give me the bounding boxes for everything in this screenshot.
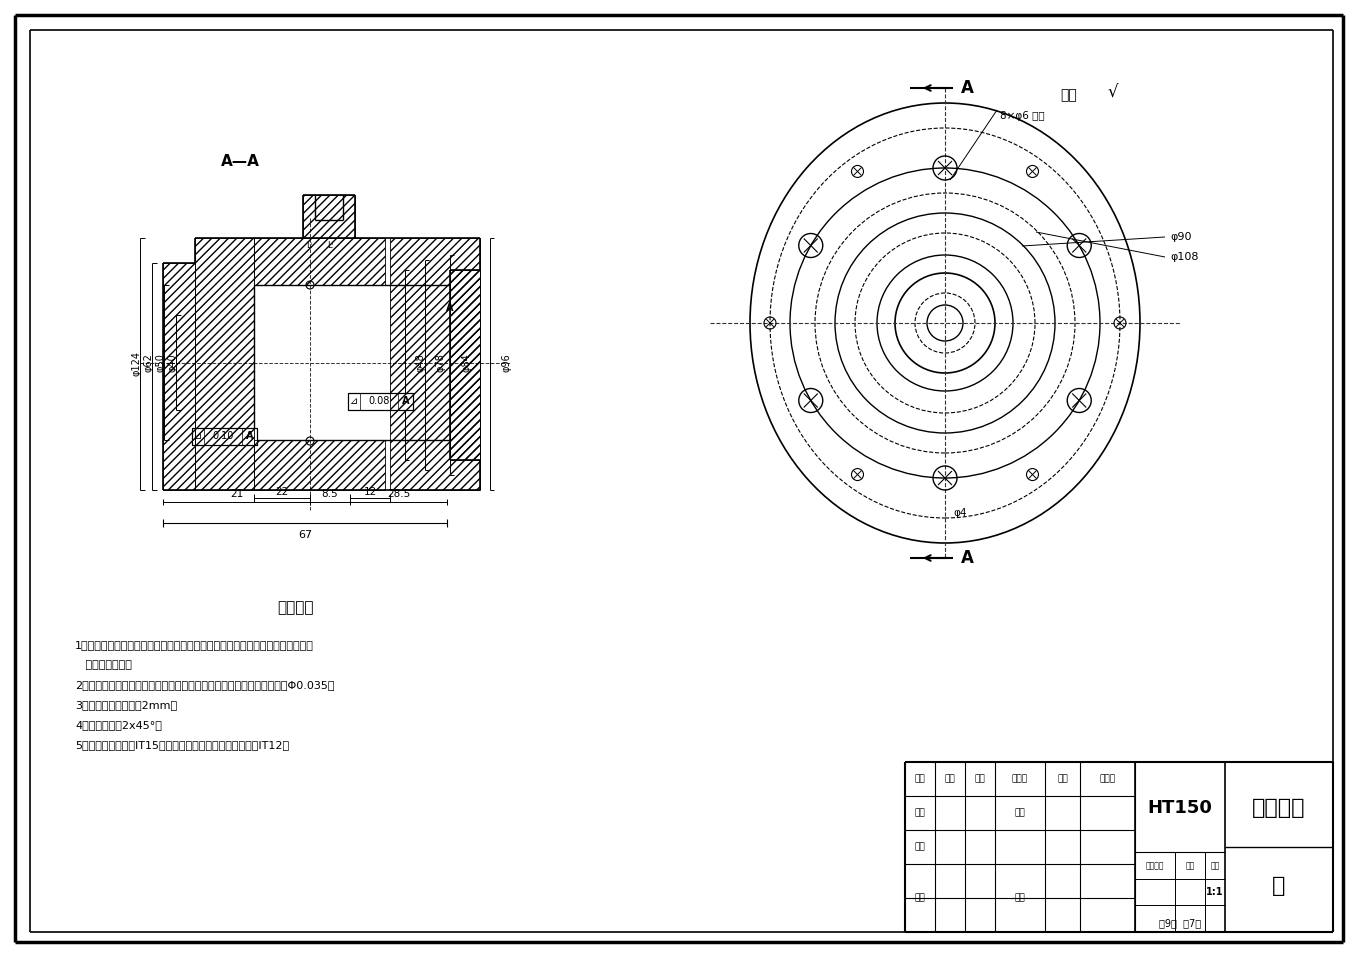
Text: A—A: A—A <box>220 154 259 169</box>
Text: 工艺: 工艺 <box>915 894 925 902</box>
Text: A: A <box>402 396 410 406</box>
Bar <box>254 238 386 285</box>
Text: 年月日: 年月日 <box>1100 774 1115 784</box>
Text: φ50: φ50 <box>155 353 166 372</box>
Text: 重量: 重量 <box>1186 861 1195 870</box>
Text: 比例: 比例 <box>1210 861 1219 870</box>
Text: 1:1: 1:1 <box>1206 887 1224 897</box>
Text: 标记: 标记 <box>915 774 925 784</box>
Text: φ78: φ78 <box>436 353 445 372</box>
Text: 4、未注倒角为2x45°；: 4、未注倒角为2x45°； <box>75 720 162 730</box>
Bar <box>390 238 479 490</box>
Text: φ4: φ4 <box>953 508 967 518</box>
Text: 批准: 批准 <box>1014 894 1025 902</box>
Text: 1、差速器壳应无裂损，与行星齿轮垫片结合的球面、与半轴齿轮垫片结合的端面: 1、差速器壳应无裂损，与行星齿轮垫片结合的球面、与半轴齿轮垫片结合的端面 <box>75 640 314 650</box>
Text: A: A <box>447 303 454 313</box>
Text: Lⁱ: Lⁱ <box>306 240 312 250</box>
Text: 阶段标记: 阶段标记 <box>1146 861 1164 870</box>
Text: 21: 21 <box>230 489 243 499</box>
Text: 壳: 壳 <box>1272 876 1286 896</box>
Bar <box>254 440 386 490</box>
Text: φ124: φ124 <box>130 350 141 375</box>
Text: 0.10: 0.10 <box>212 431 234 441</box>
Text: A: A <box>246 431 254 441</box>
Text: φ84: φ84 <box>460 354 471 372</box>
Text: 67: 67 <box>297 530 312 540</box>
Text: 3、未标明圆角半径为2mm；: 3、未标明圆角半径为2mm； <box>75 700 177 710</box>
Text: 标准: 标准 <box>1014 809 1025 817</box>
Text: 设计: 设计 <box>915 809 925 817</box>
Text: 5、铸造尺寸精度为IT15，机械加工未标注偏差尺寸精度为IT12。: 5、铸造尺寸精度为IT15，机械加工未标注偏差尺寸精度为IT12。 <box>75 740 289 750</box>
Text: ⊿: ⊿ <box>194 431 202 441</box>
Text: 处数: 处数 <box>945 774 956 784</box>
Bar <box>191 428 257 445</box>
Text: 0.08: 0.08 <box>368 396 390 406</box>
Text: 2、差速器壳上应在同一条直线上的十字轴两轴承孔轴线的同轴度公差为Φ0.035；: 2、差速器壳上应在同一条直线上的十字轴两轴承孔轴线的同轴度公差为Φ0.035； <box>75 680 334 690</box>
Bar <box>163 263 196 490</box>
Text: 签名: 签名 <box>1057 774 1067 784</box>
Text: 分区: 分区 <box>975 774 986 784</box>
Text: 8.5: 8.5 <box>322 489 338 499</box>
Bar <box>449 270 479 460</box>
Text: A: A <box>960 549 974 567</box>
Text: Lⁱ: Lⁱ <box>327 240 333 250</box>
Text: 8×φ6 均布: 8×φ6 均布 <box>999 111 1044 121</box>
Text: φ90: φ90 <box>1171 232 1191 242</box>
Text: φ96: φ96 <box>501 354 511 372</box>
Text: 28.5: 28.5 <box>387 489 410 499</box>
Text: 共9张  第7张: 共9张 第7张 <box>1158 918 1200 928</box>
Text: 22: 22 <box>276 487 289 497</box>
Text: 技术要求: 技术要求 <box>277 600 314 615</box>
Text: 文件号: 文件号 <box>1012 774 1028 784</box>
Text: HT150: HT150 <box>1148 799 1213 817</box>
Text: 其余: 其余 <box>1061 88 1077 102</box>
Text: φ62: φ62 <box>143 353 153 372</box>
Text: 12: 12 <box>364 487 376 497</box>
Text: 差速器左: 差速器左 <box>1252 798 1306 818</box>
Text: φ40: φ40 <box>167 354 177 372</box>
Text: φ48: φ48 <box>416 354 426 372</box>
Text: φ108: φ108 <box>1171 252 1199 262</box>
Text: 审核: 审核 <box>915 842 925 852</box>
Text: √: √ <box>1108 84 1119 102</box>
Bar <box>348 393 413 410</box>
Text: 应无显著伤痕；: 应无显著伤痕； <box>75 660 132 670</box>
Bar <box>196 238 254 490</box>
Text: ⊿: ⊿ <box>350 396 359 406</box>
Text: A: A <box>960 79 974 97</box>
Bar <box>303 195 354 238</box>
